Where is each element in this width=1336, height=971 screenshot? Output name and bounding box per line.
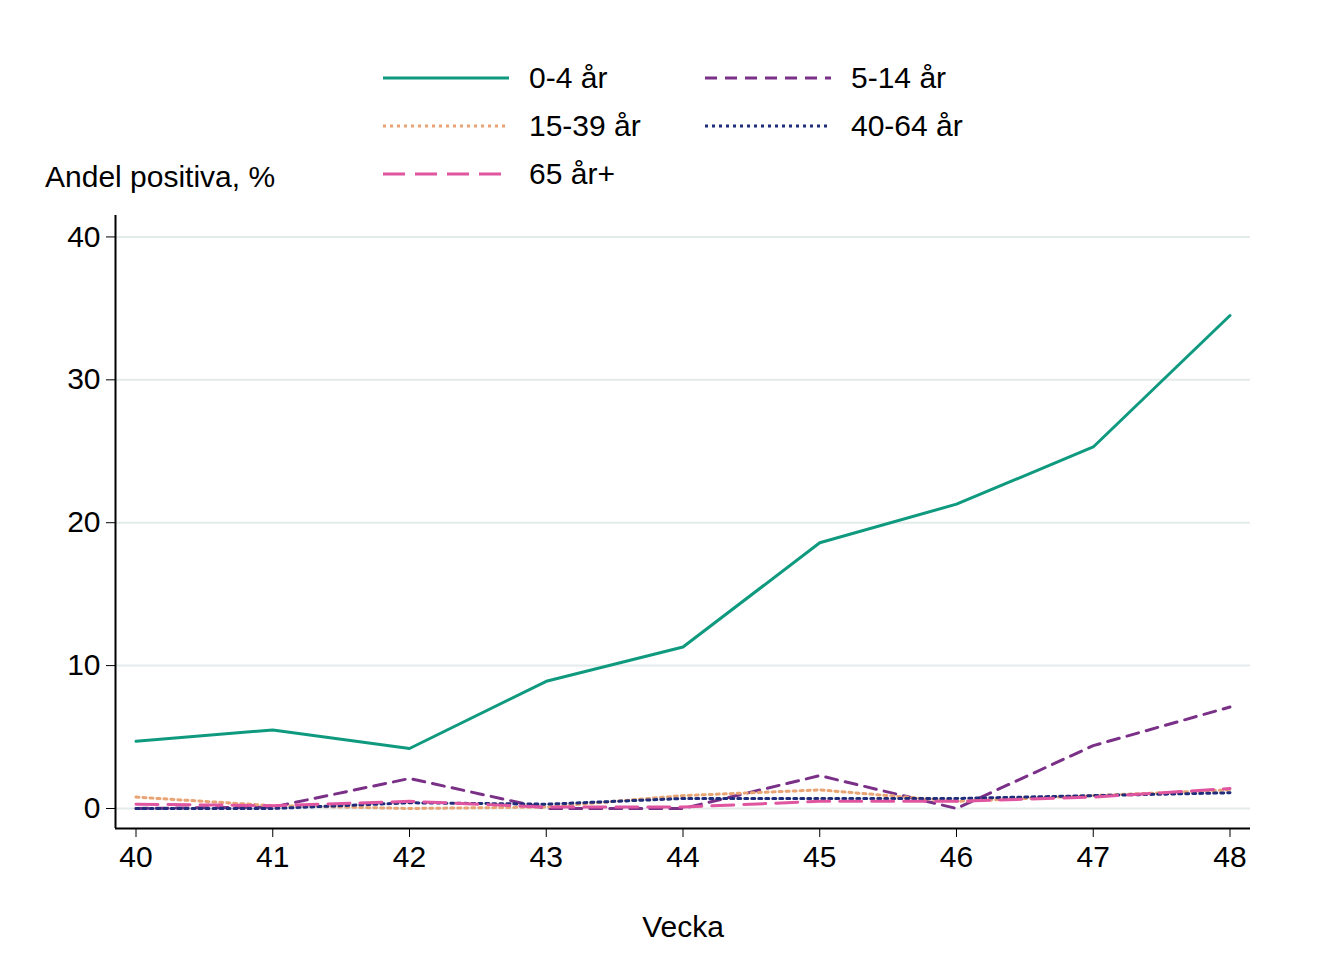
svg-text:30: 30 [67, 362, 100, 395]
svg-text:47: 47 [1077, 840, 1110, 873]
svg-text:46: 46 [940, 840, 973, 873]
html-text:0-4 år: 0-4 år [529, 61, 608, 94]
svg-text:40: 40 [119, 840, 152, 873]
svg-text:10: 10 [67, 648, 100, 681]
svg-text:42: 42 [393, 840, 426, 873]
svg-text:45: 45 [803, 840, 836, 873]
svg-text:20: 20 [67, 505, 100, 538]
svg-text:44: 44 [666, 840, 699, 873]
svg-text:43: 43 [530, 840, 563, 873]
html-text:5-14 år: 5-14 år [851, 61, 947, 94]
svg-text:48: 48 [1213, 840, 1246, 873]
html-text:Andel positiva, %: Andel positiva, % [45, 160, 276, 193]
svg-text:40: 40 [67, 220, 100, 253]
html-text:15-39 år: 15-39 år [529, 109, 641, 142]
html-text:65 år+: 65 år+ [529, 157, 615, 190]
svg-text:41: 41 [256, 840, 289, 873]
svg-text:Vecka: Vecka [642, 910, 724, 943]
svg-text:0: 0 [84, 791, 101, 824]
html-text:40-64 år: 40-64 år [851, 109, 963, 142]
